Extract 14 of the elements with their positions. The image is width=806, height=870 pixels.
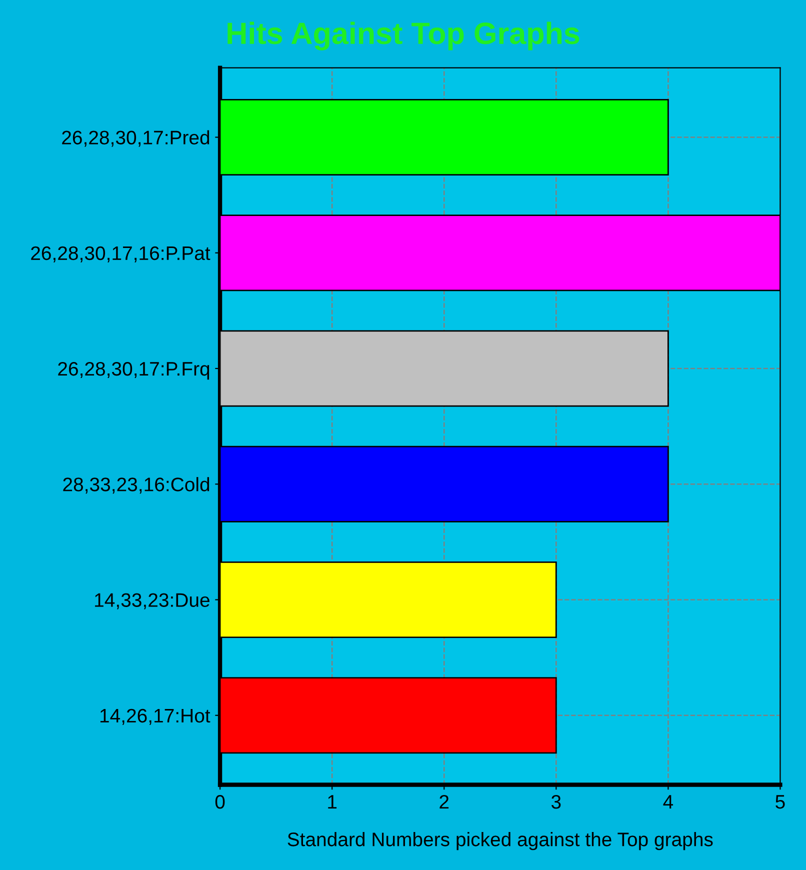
y-tick-label: 26,28,30,17:P.Frq [58,362,210,380]
y-tick-label: 14,33,23:Due [95,593,210,610]
x-tick-label: 2 [440,794,449,809]
chart-title: Hits Against Top Graphs [228,22,580,50]
x-tick-label: 3 [551,794,561,809]
y-tick-label: 28,33,23,16:Cold [63,477,210,494]
x-tick-label: 4 [663,795,674,809]
y-tick-label: 26,28,30,17,16:P.Pat [31,246,210,262]
x-tick-label: 0 [215,794,225,809]
y-tick-label: 26,28,30,17:Pred [62,130,210,147]
x-tick-label: 1 [328,795,337,809]
x-tick-label: 5 [776,795,785,809]
x-axis-title: Standard Numbers picked against the Top graphs [288,832,713,850]
y-tick-label: 14,26,17:Hot [100,708,210,725]
